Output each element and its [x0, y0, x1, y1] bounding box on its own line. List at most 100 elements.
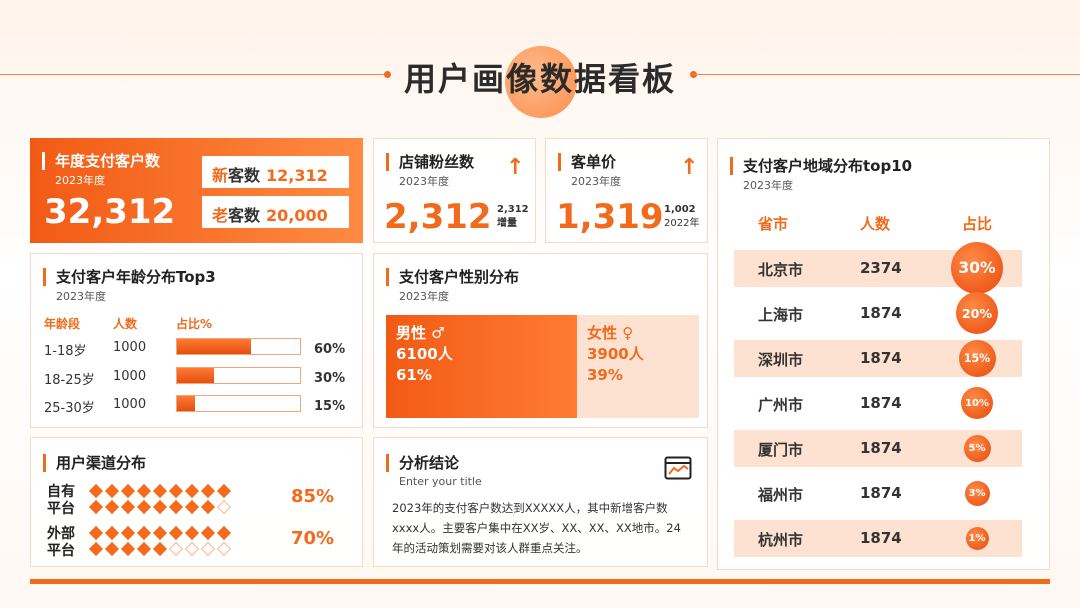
new-customers-value: 12,312 [266, 166, 328, 185]
diamond-icon [184, 541, 200, 557]
region-city: 上海市 [758, 306, 804, 324]
diamond-icon [88, 483, 104, 499]
card-title: 分析结论 [386, 454, 459, 472]
region-count: 1874 [860, 484, 902, 502]
diamond-icon [216, 483, 232, 499]
age-row-bar [176, 395, 301, 412]
channel-pct: 85% [291, 486, 335, 507]
unit-price-card: 客单价 2023年度 ↑ 1,319 1,002 2022年 [545, 138, 708, 243]
diamond-icon [136, 483, 152, 499]
annual-pay-customers-card: 年度支付客户数 2023年度 32,312 新客数 12,312 老客数 20,00… [30, 138, 363, 243]
male-count: 6100人 [396, 345, 453, 363]
age-row-range: 18-25岁 [44, 373, 95, 388]
channel-label-line1: 自有 [47, 484, 75, 500]
diamond-icon [184, 483, 200, 499]
fans-side-label: 增量 [497, 218, 517, 229]
arrow-up-icon: ↑ [680, 155, 699, 180]
channel-label-line2: 平台 [47, 501, 75, 517]
region-city: 杭州市 [758, 531, 804, 549]
male-block: 男性 ♂ 6100人 61% [386, 315, 577, 418]
age-bar-fill [177, 396, 196, 411]
region-city: 深圳市 [758, 351, 804, 369]
diamond-icon [88, 541, 104, 557]
region-pct-bubble: 20% [956, 292, 998, 334]
diamond-icon [200, 483, 216, 499]
region-pct-bubble: 15% [958, 339, 996, 377]
age-row-count: 1000 [113, 340, 147, 355]
conclusion-text: 2023年的支付客户数达到XXXXX人，其中新增客户数xxxx人。主要客户集中在… [392, 501, 681, 555]
age-row-bar [176, 338, 301, 355]
diamond-icon [136, 525, 152, 541]
region-city: 广州市 [758, 396, 804, 414]
card-title: 年度支付客户数 [42, 152, 160, 170]
store-fans-card: 店铺粉丝数 2023年度 ↑ 2,312 2,312 增量 [373, 138, 536, 243]
card-title: 店铺粉丝数 [386, 153, 474, 171]
fans-value: 2,312 [384, 197, 492, 237]
unit-price-value: 1,319 [556, 197, 664, 237]
new-label-rest: 客数 [228, 166, 261, 185]
channel-distribution-card: 用户渠道分布 自有 平台 85% 外部 平台 70% [30, 437, 363, 567]
diamond-icon [152, 499, 168, 515]
diamond-icon [152, 483, 168, 499]
region-city: 福州市 [758, 486, 804, 504]
diamond-icon [136, 499, 152, 515]
region-count: 1874 [860, 304, 902, 322]
female-pct: 39% [587, 366, 623, 384]
age-row-pct: 15% [314, 399, 346, 414]
diamond-icon [104, 499, 120, 515]
female-label: 女性 ♀ [587, 324, 634, 342]
header-count: 人数 [860, 215, 891, 233]
card-title: 支付客户年龄分布Top3 [43, 268, 216, 286]
region-pct-bubble: 10% [961, 387, 993, 419]
age-row-range: 25-30岁 [44, 401, 95, 416]
new-label-accent: 新 [212, 166, 229, 185]
old-label-rest: 客数 [228, 206, 261, 225]
header-city: 省市 [758, 215, 789, 233]
region-row: 深圳市 1874 15% [734, 339, 1022, 377]
gender-distribution-card: 支付客户性别分布 2023年度 男性 ♂ 6100人 61% 女性 ♀ 3900… [373, 253, 708, 428]
diamond-icon [152, 541, 168, 557]
diamond-icon [88, 525, 104, 541]
age-bar-fill [177, 339, 251, 354]
region-count: 1874 [860, 349, 902, 367]
card-subtitle: 2023年度 [55, 174, 105, 187]
channel-diamonds [88, 525, 291, 557]
diamond-icon [88, 499, 104, 515]
region-row: 广州市 1874 10% [734, 385, 1022, 422]
diamond-icon [216, 541, 232, 557]
age-bar-fill [177, 368, 214, 383]
region-row: 厦门市 1874 5% [734, 430, 1022, 467]
arrow-up-icon: ↑ [506, 155, 525, 180]
title-line-left [0, 74, 388, 75]
region-pct-bubble: 3% [964, 480, 990, 506]
diamond-icon [200, 499, 216, 515]
region-count: 1874 [860, 439, 902, 457]
title-decor-circle [505, 46, 577, 118]
chart-icon [664, 456, 692, 480]
diamond-row [88, 525, 291, 541]
diamond-icon [184, 525, 200, 541]
age-row-pct: 30% [314, 371, 346, 386]
region-city: 北京市 [758, 261, 804, 279]
region-pct-bubble: 5% [963, 434, 991, 462]
card-subtitle: 2023年度 [571, 175, 621, 188]
conclusion-card: 分析结论 Enter your title 2023年的支付客户数达到XXXXX… [373, 437, 708, 567]
unit-price-side-value: 1,002 [664, 204, 696, 215]
male-pct: 61% [396, 366, 432, 384]
age-row-count: 1000 [113, 369, 147, 384]
diamond-icon [168, 525, 184, 541]
title-line-right [692, 74, 1080, 75]
card-subtitle: 2023年度 [743, 179, 793, 192]
diamond-icon [216, 499, 232, 515]
age-row-range: 1-18岁 [44, 344, 87, 359]
male-label: 男性 ♂ [396, 324, 445, 342]
footer-bar [30, 579, 1050, 584]
channel-label-line2: 平台 [47, 543, 75, 559]
card-subtitle: 2023年度 [399, 175, 449, 188]
region-count: 1874 [860, 529, 902, 547]
dashboard-header: 用户画像数据看板 [0, 44, 1080, 118]
header-count: 人数 [113, 317, 138, 331]
old-customers-box: 老客数 20,000 [202, 196, 349, 228]
header-pct: 占比 [962, 215, 993, 233]
title-dot-left [384, 71, 391, 78]
